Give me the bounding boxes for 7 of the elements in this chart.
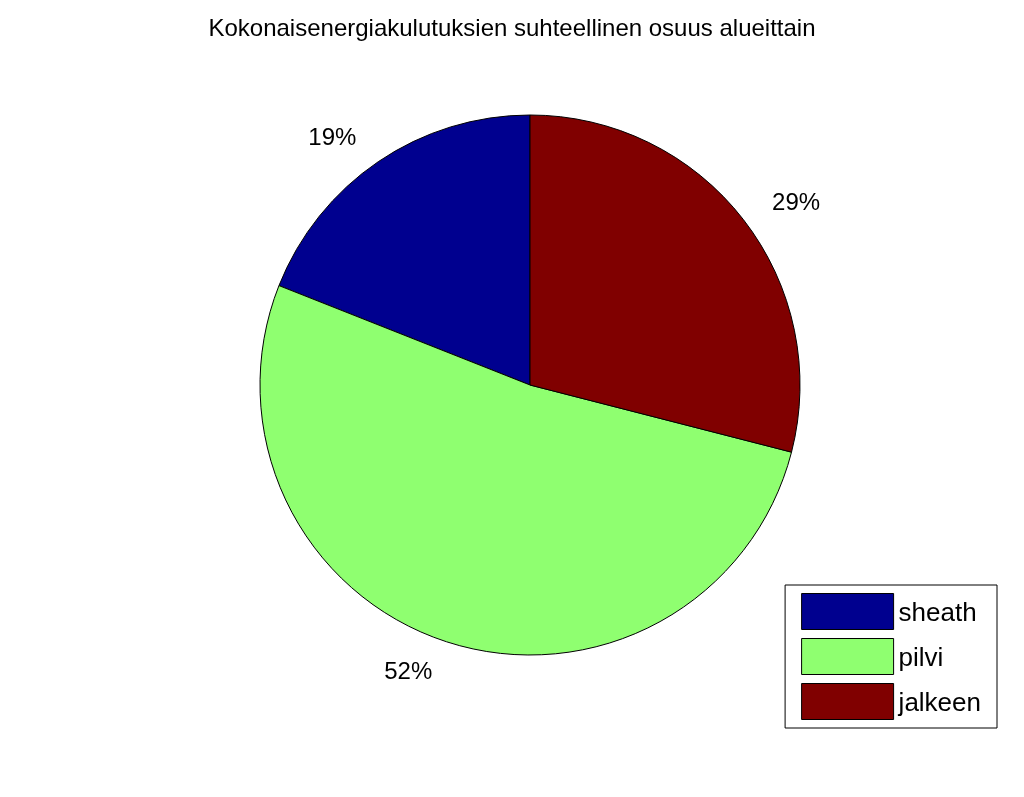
legend-label: sheath — [898, 596, 977, 627]
data-label: 29% — [772, 187, 821, 215]
legend-label: pilvi — [898, 641, 944, 672]
data-label: 19% — [308, 123, 357, 151]
data-label: 52% — [384, 656, 433, 684]
legend-label: jalkeen — [897, 686, 982, 717]
chart-title: Kokonaisenergiakulutuksien suhteellinen osuus alueittain — [208, 13, 816, 41]
